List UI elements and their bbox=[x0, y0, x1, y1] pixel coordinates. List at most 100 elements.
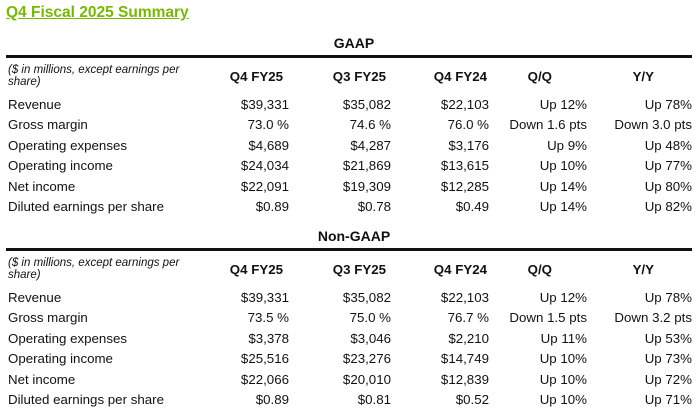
row-label: Operating expenses bbox=[6, 328, 200, 349]
table-cell: $39,331 bbox=[200, 94, 289, 115]
table-cell: $12,285 bbox=[391, 176, 489, 197]
table-cell: $20,010 bbox=[289, 369, 391, 390]
table-cell: $21,869 bbox=[289, 156, 391, 177]
header-row: ($ in millions, except earnings per shar… bbox=[6, 251, 692, 287]
table-cell: $0.78 bbox=[289, 197, 391, 218]
table-cell: $0.89 bbox=[200, 390, 289, 410]
table-cell: 76.0 % bbox=[391, 115, 489, 136]
column-header: Q/Q bbox=[489, 58, 587, 94]
table-cell: Up 78% bbox=[587, 287, 692, 308]
table-cell: Down 3.2 pts bbox=[587, 308, 692, 329]
table-cell: $22,103 bbox=[391, 94, 489, 115]
table-cell: 75.0 % bbox=[289, 308, 391, 329]
row-label: Diluted earnings per share bbox=[6, 197, 200, 218]
table-cell: $35,082 bbox=[289, 94, 391, 115]
column-header: Y/Y bbox=[587, 251, 692, 287]
table-row: Diluted earnings per share$0.89$0.78$0.4… bbox=[6, 197, 692, 218]
row-label: Revenue bbox=[6, 287, 200, 308]
table-cell: $0.49 bbox=[391, 197, 489, 218]
row-label: Revenue bbox=[6, 94, 200, 115]
table-cell: Up 48% bbox=[587, 135, 692, 156]
table-cell: Up 77% bbox=[587, 156, 692, 177]
column-header: ($ in millions, except earnings per shar… bbox=[6, 251, 200, 287]
summary-table: ($ in millions, except earnings per shar… bbox=[6, 58, 692, 217]
table-cell: $3,176 bbox=[391, 135, 489, 156]
row-label: Operating income bbox=[6, 349, 200, 370]
table-cell: $25,516 bbox=[200, 349, 289, 370]
table-cell: 73.5 % bbox=[200, 308, 289, 329]
gaap-section: GAAP ($ in millions, except earnings per … bbox=[6, 35, 692, 217]
table-cell: Up 10% bbox=[489, 369, 587, 390]
column-header: Q4 FY25 bbox=[200, 251, 289, 287]
table-cell: Up 14% bbox=[489, 197, 587, 218]
column-header: Q4 FY24 bbox=[391, 251, 489, 287]
table-cell: $0.81 bbox=[289, 390, 391, 410]
column-header: Q4 FY24 bbox=[391, 58, 489, 94]
page-title: Q4 Fiscal 2025 Summary bbox=[6, 4, 189, 22]
table-cell: Up 53% bbox=[587, 328, 692, 349]
column-header: Q/Q bbox=[489, 251, 587, 287]
table-cell: $14,749 bbox=[391, 349, 489, 370]
table-cell: Down 1.5 pts bbox=[489, 308, 587, 329]
row-label: Gross margin bbox=[6, 115, 200, 136]
table-cell: $24,034 bbox=[200, 156, 289, 177]
row-label: Operating income bbox=[6, 156, 200, 177]
table-cell: Down 3.0 pts bbox=[587, 115, 692, 136]
table-cell: $13,615 bbox=[391, 156, 489, 177]
table-cell: $3,378 bbox=[200, 328, 289, 349]
table-cell: $22,066 bbox=[200, 369, 289, 390]
row-label: Gross margin bbox=[6, 308, 200, 329]
table-cell: $3,046 bbox=[289, 328, 391, 349]
table-cell: Up 12% bbox=[489, 287, 587, 308]
table-cell: $23,276 bbox=[289, 349, 391, 370]
summary-table: ($ in millions, except earnings per shar… bbox=[6, 251, 692, 410]
column-header: Q3 FY25 bbox=[289, 251, 391, 287]
table-cell: $19,309 bbox=[289, 176, 391, 197]
table-cell: Up 73% bbox=[587, 349, 692, 370]
row-label: Diluted earnings per share bbox=[6, 390, 200, 410]
table-cell: $2,210 bbox=[391, 328, 489, 349]
row-label: Net income bbox=[6, 369, 200, 390]
table-cell: $12,839 bbox=[391, 369, 489, 390]
header-row: ($ in millions, except earnings per shar… bbox=[6, 58, 692, 94]
row-label: Net income bbox=[6, 176, 200, 197]
table-cell: $22,091 bbox=[200, 176, 289, 197]
table-cell: $0.89 bbox=[200, 197, 289, 218]
table-cell: 76.7 % bbox=[391, 308, 489, 329]
table-cell: $4,287 bbox=[289, 135, 391, 156]
table-cell: Up 78% bbox=[587, 94, 692, 115]
column-header: Q4 FY25 bbox=[200, 58, 289, 94]
table-cell: 73.0 % bbox=[200, 115, 289, 136]
table-cell: Up 14% bbox=[489, 176, 587, 197]
table-cell: Up 10% bbox=[489, 349, 587, 370]
table-cell: Up 9% bbox=[489, 135, 587, 156]
table-cell: 74.6 % bbox=[289, 115, 391, 136]
non-gaap-section: Non-GAAP ($ in millions, except earnings … bbox=[6, 228, 692, 410]
table-cell: Up 10% bbox=[489, 390, 587, 410]
table-cell: $39,331 bbox=[200, 287, 289, 308]
table-cell: $0.52 bbox=[391, 390, 489, 410]
table-cell: Up 80% bbox=[587, 176, 692, 197]
table-cell: Up 10% bbox=[489, 156, 587, 177]
table-cell: $35,082 bbox=[289, 287, 391, 308]
table-cell: Up 11% bbox=[489, 328, 587, 349]
table-cell: $4,689 bbox=[200, 135, 289, 156]
column-header: Y/Y bbox=[587, 58, 692, 94]
column-header: Q3 FY25 bbox=[289, 58, 391, 94]
table-cell: Down 1.6 pts bbox=[489, 115, 587, 136]
table-cell: Up 71% bbox=[587, 390, 692, 410]
section-title: Non-GAAP bbox=[6, 228, 692, 246]
table-cell: Up 82% bbox=[587, 197, 692, 218]
table-row: Diluted earnings per share$0.89$0.81$0.5… bbox=[6, 390, 692, 410]
section-title: GAAP bbox=[6, 35, 692, 53]
